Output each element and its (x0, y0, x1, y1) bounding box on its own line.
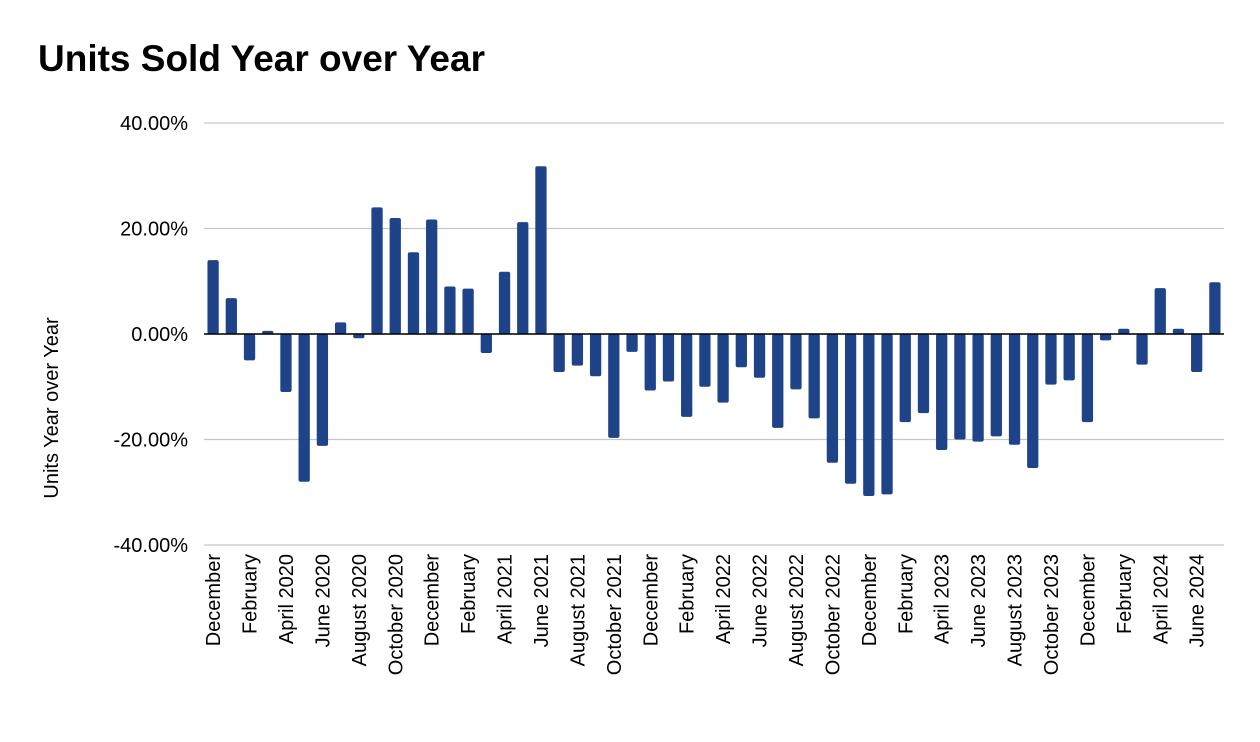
bar (262, 330, 274, 334)
bar (917, 334, 930, 414)
bar (1154, 288, 1166, 334)
bars (207, 166, 1221, 496)
y-tick-label: -20.00% (114, 430, 189, 452)
x-tick-label: June 2023 (968, 554, 990, 647)
bar (790, 334, 802, 390)
bar (753, 334, 766, 378)
bar (826, 334, 839, 463)
x-tick-label: August 2023 (1005, 554, 1027, 666)
y-tick-label: 0.00% (131, 324, 188, 346)
chart-title: Units Sold Year over Year (38, 38, 485, 79)
x-tick-label: June 2022 (750, 554, 772, 647)
x-tick-label: August 2022 (786, 554, 808, 666)
x-tick-label: February (458, 554, 480, 634)
x-tick-label: December (859, 554, 881, 647)
bar (353, 334, 365, 339)
x-tick-label: December (640, 554, 662, 647)
y-tick-labels: 40.00% 20.00% 0.00% -20.00% -40.00% (114, 113, 189, 557)
bar (480, 334, 492, 353)
x-tick-label: February (1114, 554, 1136, 634)
x-tick-label: April 2023 (932, 554, 954, 644)
bar (808, 334, 820, 419)
x-tick-label: October 2021 (604, 554, 626, 675)
x-tick-label: December (203, 554, 225, 647)
bar (498, 271, 511, 334)
x-tick-label: June 2020 (312, 554, 334, 647)
bar (1191, 334, 1203, 372)
bar (1172, 328, 1185, 334)
bar (954, 334, 966, 440)
bar (899, 334, 911, 423)
x-tick-label: August 2020 (349, 554, 371, 666)
bar (444, 286, 456, 334)
bar (371, 207, 383, 334)
bar (608, 334, 620, 438)
bar (681, 334, 693, 417)
y-tick-label: -40.00% (114, 535, 189, 557)
x-tick-label: December (1077, 554, 1099, 647)
bar (389, 217, 401, 334)
bar (990, 334, 1002, 437)
y-tick-label: 40.00% (120, 113, 188, 135)
bar (316, 334, 329, 446)
bar (243, 334, 256, 361)
bar (462, 288, 474, 334)
bar (207, 260, 219, 334)
bar (844, 334, 857, 484)
bar (517, 222, 529, 334)
bar (662, 334, 675, 382)
bar (1045, 334, 1057, 385)
x-tick-label: February (895, 554, 917, 634)
bar (1118, 328, 1130, 334)
y-axis-label: Units Year over Year (41, 317, 63, 499)
bar (699, 334, 711, 387)
bar (644, 334, 656, 391)
x-tick-label: October 2023 (1041, 554, 1063, 675)
bar (571, 334, 584, 366)
bar (1081, 334, 1094, 423)
bar (881, 334, 893, 495)
x-tick-label: October 2020 (385, 554, 407, 675)
bar (626, 334, 638, 352)
bar (280, 334, 292, 393)
bar (426, 219, 438, 334)
x-tick-label: April 2021 (495, 554, 517, 644)
y-tick-label: 20.00% (120, 219, 188, 241)
x-tick-label: August 2021 (567, 554, 589, 666)
bar (936, 334, 948, 451)
bar (298, 334, 310, 482)
bar (589, 334, 602, 377)
x-tick-label: December (422, 554, 444, 647)
x-tick-label: October 2022 (822, 554, 844, 675)
x-tick-label: February (240, 554, 262, 634)
x-tick-label: February (677, 554, 699, 634)
bar (407, 252, 420, 334)
bar (772, 334, 784, 428)
bar (553, 334, 565, 372)
x-tick-label: April 2020 (276, 554, 298, 644)
bar (717, 334, 729, 403)
bar (225, 298, 237, 334)
x-tick-label: June 2024 (1187, 554, 1209, 647)
bar (334, 322, 347, 334)
bar (735, 334, 747, 368)
bar (863, 334, 875, 496)
bar (1136, 334, 1148, 365)
bar (972, 334, 984, 442)
bar (1063, 334, 1075, 381)
bar (1099, 334, 1112, 341)
bar (1008, 334, 1021, 445)
x-tick-label: June 2021 (531, 554, 553, 647)
bar (535, 166, 547, 334)
bar (1209, 282, 1221, 334)
x-tick-labels: December February April 2020 June 2020 Augus… (203, 554, 1209, 676)
x-tick-label: April 2024 (1150, 554, 1172, 644)
bar (1027, 334, 1039, 468)
x-tick-label: April 2022 (713, 554, 735, 644)
